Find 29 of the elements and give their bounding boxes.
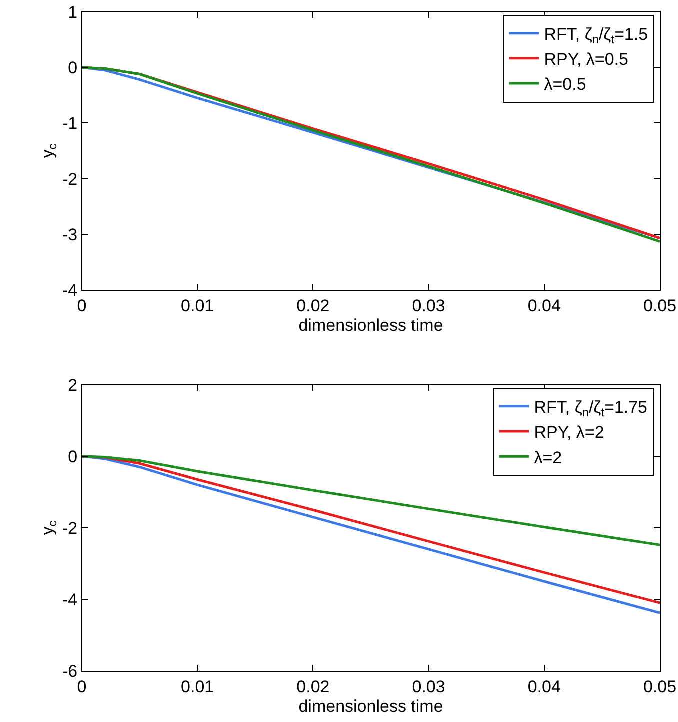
legend-label: RPY, λ=2: [534, 423, 604, 442]
y-tick-label: 1: [68, 2, 78, 22]
x-tick-label: 0.05: [643, 296, 677, 316]
y-tick-label: 2: [68, 376, 78, 395]
y-tick-label: 0: [68, 58, 78, 78]
x-tick-label: 0.04: [528, 677, 561, 696]
y-tick-label: -2: [62, 170, 78, 189]
y-tick-label: 0: [68, 447, 78, 466]
y-tick-label: -3: [62, 225, 78, 244]
y-tick-label: -6: [62, 662, 78, 681]
legend-label: RFT, ζ$_{n}$/ζ$_{t}$=1.5: [544, 24, 648, 47]
y-tick-label: -2: [62, 518, 78, 538]
x-axis-title: dimensionless time: [298, 316, 444, 335]
x-tick-label: 0.02: [296, 296, 330, 316]
legend-label: RPY, λ=0.5: [544, 50, 628, 70]
legend-label: λ=0.5: [544, 75, 586, 94]
y-tick-label: -4: [62, 590, 78, 610]
x-tick-label: 0.04: [528, 296, 561, 316]
x-tick-label: 0.03: [412, 677, 446, 696]
y-tick-label: -1: [62, 114, 78, 134]
x-axis-title: dimensionless time: [298, 696, 444, 716]
legend-label: λ=2: [534, 448, 562, 468]
y-tick-label: -4: [62, 280, 78, 300]
legend-label: RFT, ζ$_{n}$/ζ$_{t}$=1.75: [534, 398, 648, 420]
x-tick-label: 0.05: [643, 677, 677, 696]
x-tick-label: 0.01: [181, 296, 214, 316]
x-tick-label: 0.01: [181, 677, 214, 696]
x-tick-label: 0.03: [412, 296, 446, 316]
x-tick-label: 0.02: [296, 677, 330, 696]
